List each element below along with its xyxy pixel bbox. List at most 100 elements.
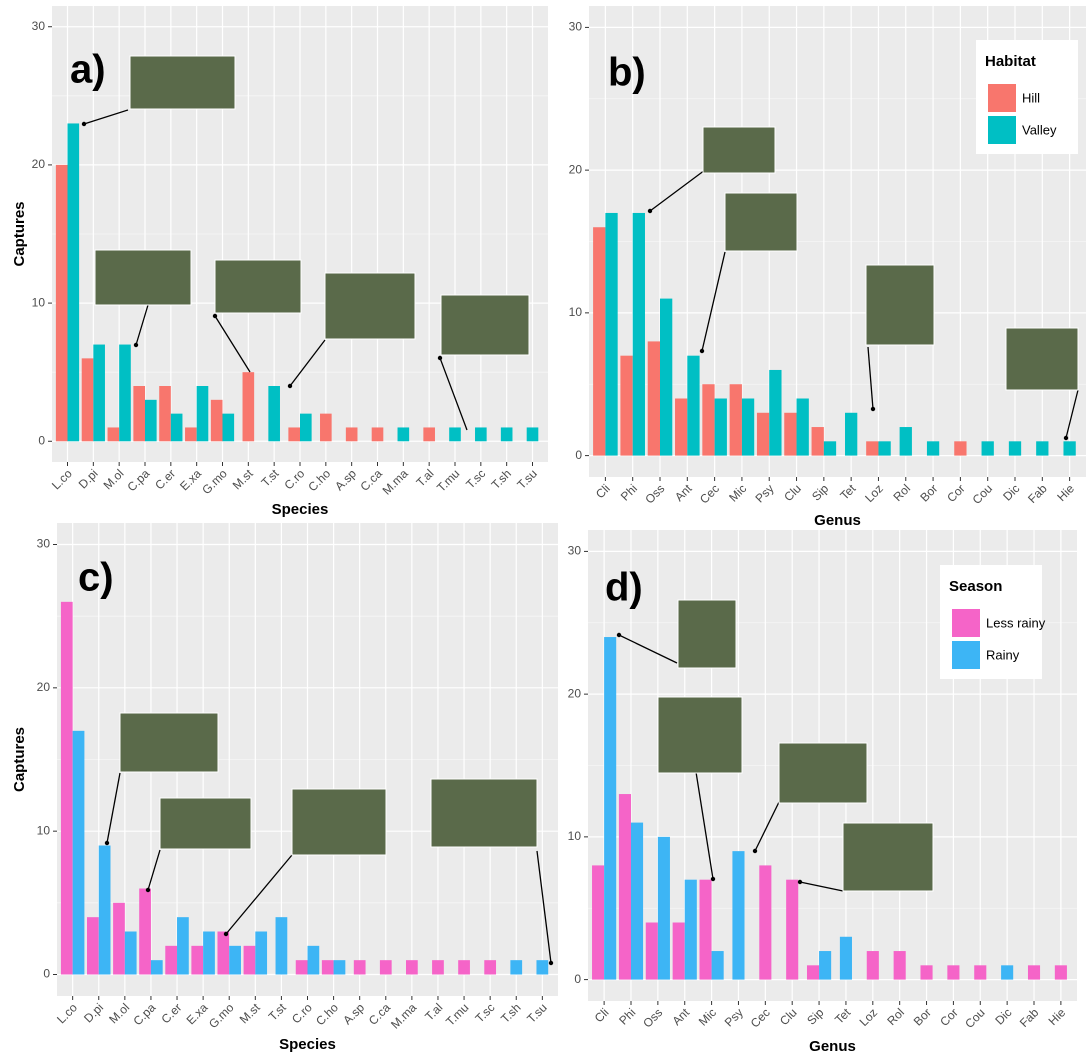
x-tick-label: Phi: [618, 481, 640, 503]
bar: [605, 213, 617, 456]
y-tick-label: 30: [37, 537, 51, 551]
bar: [484, 960, 496, 974]
y-tick-label: 10: [37, 823, 51, 837]
x-tick-label: Clu: [777, 1005, 800, 1028]
photo: [658, 697, 742, 773]
bar: [974, 965, 986, 979]
x-axis-title: Genus: [814, 512, 861, 529]
photo: [215, 260, 301, 313]
x-tick-label: Psy: [753, 481, 777, 505]
x-tick-label: Cec: [697, 481, 722, 506]
x-tick-label: T.sh: [498, 1000, 523, 1025]
bar: [807, 965, 819, 979]
bar: [308, 946, 320, 975]
x-tick-label: Hie: [1046, 1005, 1069, 1028]
bar: [276, 917, 288, 974]
x-tick-label: M.ol: [106, 1000, 132, 1026]
x-tick-label: T.su: [514, 466, 539, 491]
x-tick-label: Bor: [917, 481, 940, 504]
x-tick-label: T.sh: [489, 466, 514, 491]
bar: [900, 427, 912, 456]
bar: [1028, 965, 1040, 979]
bar: [432, 960, 444, 974]
bar: [423, 427, 435, 441]
bar: [229, 946, 241, 975]
bar: [742, 399, 754, 456]
leader-dot: [213, 314, 217, 318]
bar: [660, 299, 672, 456]
bar: [947, 965, 959, 979]
bar: [185, 427, 197, 441]
x-tick-label: C.ro: [289, 1000, 315, 1026]
bar: [982, 441, 994, 455]
y-tick-label: 20: [569, 162, 583, 176]
x-tick-label: Psy: [722, 1005, 746, 1029]
bar: [56, 165, 68, 441]
x-tick-label: A.sp: [332, 466, 359, 493]
y-tick-label: 30: [568, 544, 582, 558]
bar: [685, 880, 697, 980]
x-tick-label: M.st: [230, 466, 256, 492]
bar: [648, 341, 660, 455]
legend-label: Valley: [1022, 122, 1057, 137]
bar: [700, 880, 712, 980]
bar: [1009, 441, 1021, 455]
x-tick-label: Loz: [862, 481, 886, 505]
bar: [1001, 965, 1013, 979]
bar: [334, 960, 346, 974]
leader-dot: [105, 841, 109, 845]
bar: [119, 345, 131, 442]
x-tick-label: Mic: [726, 481, 749, 504]
photo: [160, 798, 251, 849]
leader-dot: [438, 356, 442, 360]
bar: [93, 345, 105, 442]
legend-key: [988, 84, 1016, 112]
bar: [646, 923, 658, 980]
bar: [633, 213, 645, 456]
leader-dot: [798, 880, 802, 884]
bar: [658, 837, 670, 980]
x-tick-label: Fab: [1017, 1005, 1042, 1030]
y-tick-label: 0: [575, 448, 582, 462]
bar: [99, 846, 111, 975]
x-tick-label: M.ma: [388, 1000, 419, 1031]
y-tick-label: 30: [569, 20, 583, 34]
x-tick-label: L.co: [54, 1000, 80, 1026]
bar: [300, 414, 312, 442]
bar: [675, 399, 687, 456]
y-axis-title: Captures: [11, 201, 28, 266]
bar: [715, 399, 727, 456]
bar: [372, 427, 384, 441]
bar: [73, 731, 85, 975]
bar: [113, 903, 125, 975]
bar: [458, 960, 470, 974]
x-tick-label: Ant: [669, 1005, 692, 1028]
legend-title: Season: [949, 578, 1002, 595]
bar: [139, 889, 151, 975]
x-tick-label: M.st: [237, 1000, 263, 1026]
bar: [223, 414, 235, 442]
bar: [354, 960, 366, 974]
y-tick-label: 0: [38, 433, 45, 447]
bar: [288, 427, 300, 441]
bar: [894, 951, 906, 980]
bar: [786, 880, 798, 980]
x-tick-label: Phi: [616, 1005, 638, 1027]
legend-label: Less rainy: [986, 615, 1046, 630]
x-tick-label: C.ho: [305, 466, 333, 494]
x-tick-label: Bor: [911, 1005, 934, 1028]
bar: [82, 358, 94, 441]
bar: [631, 823, 643, 980]
bar: [203, 932, 215, 975]
y-tick-label: 10: [32, 295, 46, 309]
photo: [1006, 328, 1078, 390]
bar: [592, 865, 604, 979]
bar: [296, 960, 308, 974]
bar: [593, 227, 605, 455]
panel-label: c): [78, 556, 114, 600]
x-tick-label: Oss: [642, 481, 667, 506]
panel-label: d): [605, 566, 643, 610]
y-tick-label: 20: [37, 680, 51, 694]
photo: [703, 127, 775, 173]
